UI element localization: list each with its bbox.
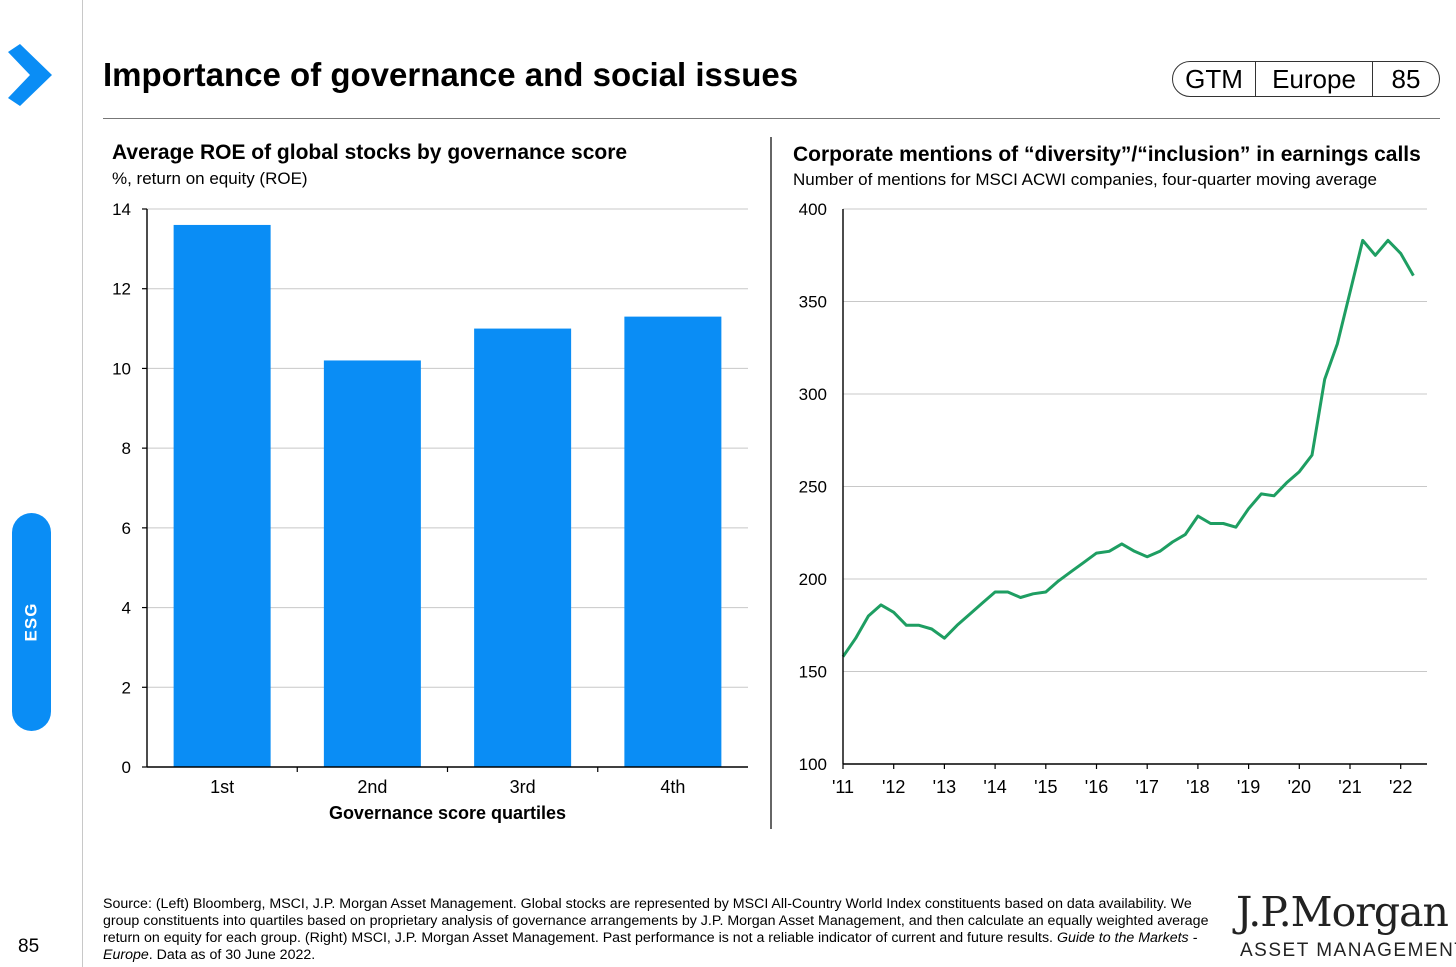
gtm-badge-region: Europe: [1256, 62, 1373, 96]
jpmorgan-logo: J.P.Morgan: [1236, 888, 1449, 936]
x-tick-label: 3rd: [510, 777, 536, 797]
x-tick-label: 2nd: [357, 777, 387, 797]
gtm-badge-page: 85: [1391, 63, 1421, 94]
source-italic: Guide to the Markets - Europe: [103, 930, 1198, 963]
bar: [323, 360, 421, 767]
y-tick-label: 14: [112, 200, 131, 219]
x-tick-label: '15: [1034, 777, 1057, 797]
bar: [474, 328, 572, 767]
y-tick-label: 0: [122, 758, 131, 777]
y-tick-label: 8: [122, 439, 131, 458]
x-tick-label: '21: [1338, 777, 1361, 797]
bar: [173, 224, 271, 767]
left-chart-subtitle: %, return on equity (ROE): [112, 169, 308, 188]
y-tick-label: 350: [799, 293, 827, 312]
source-tail: . Data as of 30 June 2022.: [148, 947, 316, 963]
jpmorgan-logo-subtitle: ASSET MANAGEMENT: [1240, 940, 1456, 961]
left-chart-title: Average ROE of global stocks by governan…: [112, 141, 628, 164]
x-tick-label: '11: [832, 777, 854, 797]
bar: [624, 316, 722, 767]
right-chart-subtitle: Number of mentions for MSCI ACWI compani…: [793, 170, 1377, 189]
x-tick-label: 1st: [210, 777, 234, 797]
y-tick-label: 6: [122, 519, 131, 538]
page-number: 85: [18, 936, 40, 957]
sidebar-divider: [82, 0, 83, 967]
y-tick-label: 300: [799, 385, 827, 404]
y-tick-label: 10: [112, 359, 131, 378]
gtm-badge: GTM Europe 85: [1172, 61, 1440, 97]
y-tick-label: 250: [799, 478, 827, 497]
x-tick-label: '18: [1186, 777, 1209, 797]
roe-bar-chart: 0 2 4 6 8 10 12 14 1st 2nd 3rd 4th Governance score …: [112, 200, 748, 823]
diversity-line-chart: 100 150 200 250 300 350 400 '11 '12 '13 '14 '15 '16 '…: [799, 200, 1427, 797]
gtm-badge-series: GTM: [1173, 62, 1256, 96]
y-tick-label: 100: [799, 755, 827, 774]
x-axis-label: Governance score quartiles: [329, 803, 566, 823]
x-tick-label: '14: [983, 777, 1006, 797]
chevron-right-icon: [8, 44, 52, 106]
x-tick-label: '12: [882, 777, 905, 797]
y-tick-label: 12: [112, 280, 131, 299]
source-note: Source: (Left) Bloomberg, MSCI, J.P. Mor…: [103, 896, 1218, 964]
y-tick-label: 4: [122, 599, 131, 618]
header-rule: [103, 118, 1440, 119]
x-tick-label: '19: [1237, 777, 1260, 797]
x-tick-label: '22: [1389, 777, 1412, 797]
y-tick-label: 200: [799, 570, 827, 589]
section-tab[interactable]: [12, 513, 51, 731]
y-tick-label: 400: [799, 200, 827, 219]
data-line: [841, 238, 1415, 658]
x-tick-label: 4th: [660, 777, 685, 797]
x-tick-label: '16: [1085, 777, 1108, 797]
chart-divider: [770, 137, 772, 829]
y-tick-label: 2: [122, 678, 131, 697]
x-tick-label: '17: [1135, 777, 1158, 797]
right-chart-title: Corporate mentions of “diversity”/“inclu…: [793, 143, 1421, 166]
source-text: Source: (Left) Bloomberg, MSCI, J.P. Mor…: [103, 896, 1209, 946]
y-tick-label: 150: [799, 663, 827, 682]
x-tick-label: '20: [1288, 777, 1311, 797]
x-tick-label: '13: [933, 777, 956, 797]
page-title: Importance of governance and social issu…: [103, 56, 799, 93]
